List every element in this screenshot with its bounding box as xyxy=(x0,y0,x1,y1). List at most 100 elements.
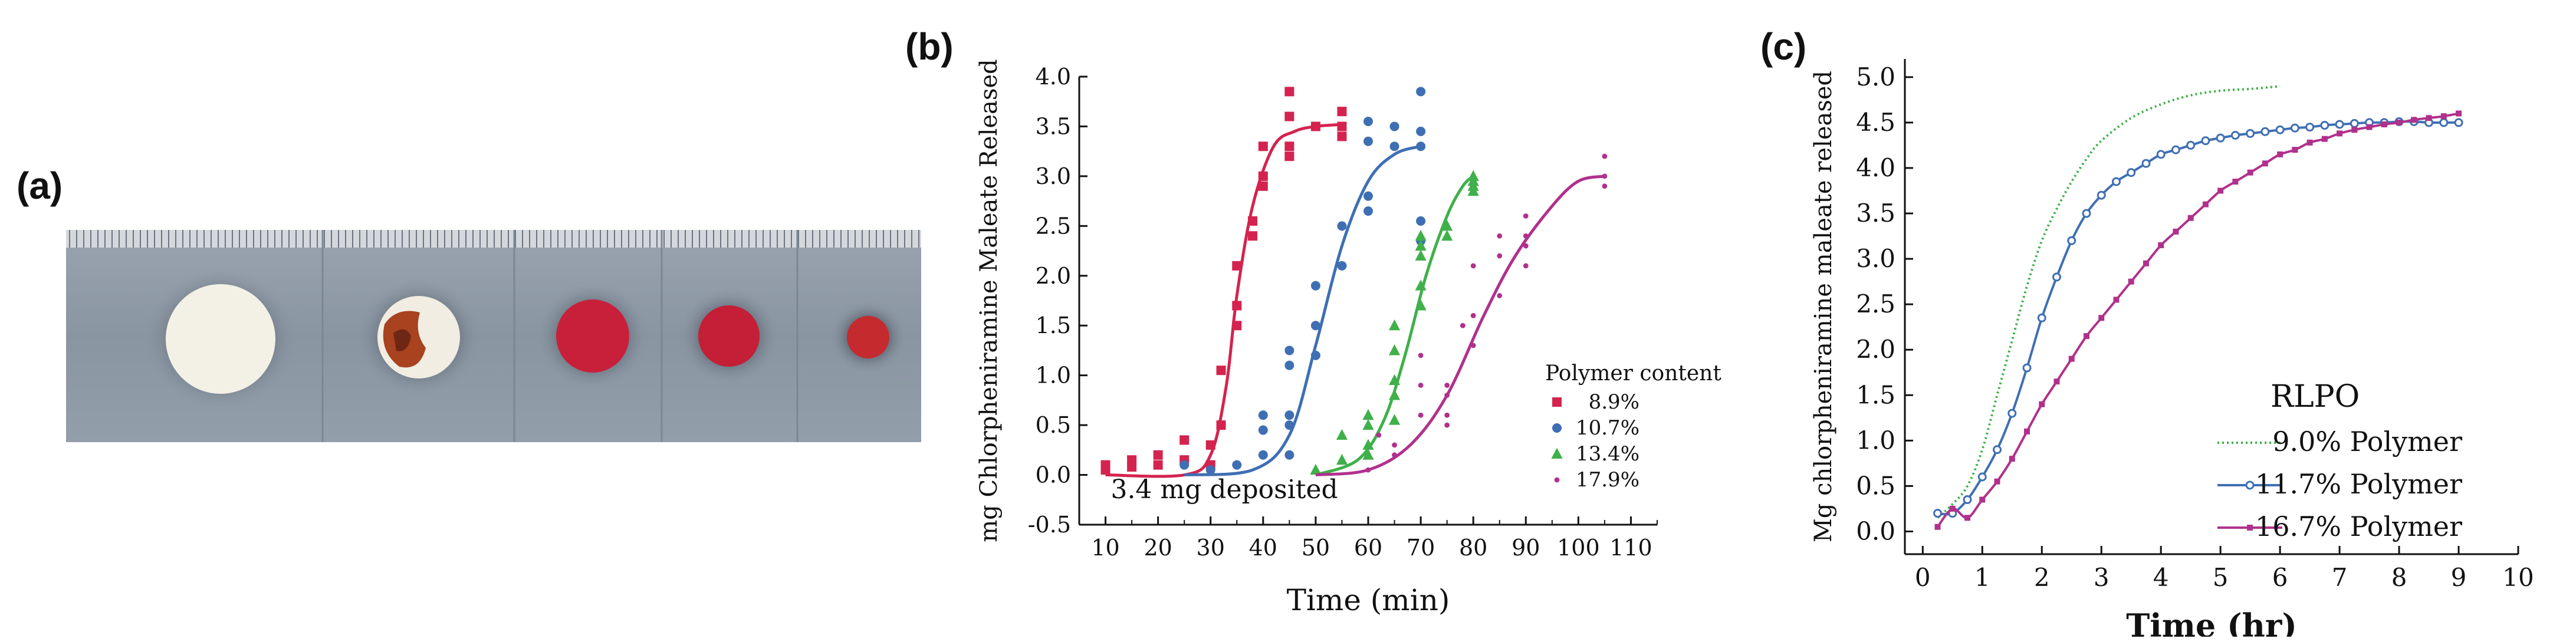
legend-title: Polymer content xyxy=(1545,361,1721,386)
data-point xyxy=(2366,124,2373,130)
data-point xyxy=(1467,175,1479,186)
y-tick-label: 2.0 xyxy=(1036,263,1071,289)
data-point xyxy=(1363,191,1373,201)
data-point xyxy=(1336,453,1348,465)
red-dot xyxy=(847,316,889,358)
photo-panel xyxy=(66,230,921,442)
data-point xyxy=(2022,363,2032,373)
data-point xyxy=(1284,360,1294,370)
panel-c-label: (c) xyxy=(1760,25,1807,68)
data-point xyxy=(1523,213,1529,219)
data-point xyxy=(1363,136,1373,146)
data-point xyxy=(1363,117,1373,126)
legend-marker xyxy=(2247,525,2253,531)
data-point xyxy=(2053,378,2060,385)
data-point xyxy=(1284,152,1294,162)
x-tick-label: 80 xyxy=(1459,535,1487,561)
data-point xyxy=(1418,353,1424,358)
y-tick-label: 4.0 xyxy=(1036,64,1071,90)
data-point xyxy=(2052,272,2061,282)
data-point xyxy=(2082,209,2091,218)
y-tick-label: 0.5 xyxy=(1856,471,1895,500)
legend-title: RLPO xyxy=(2271,379,2360,414)
data-point xyxy=(2262,160,2268,167)
annotation-deposited: 3.4 mg deposited xyxy=(1110,475,1338,505)
data-point xyxy=(1416,126,1426,136)
legend-label: 10.7% xyxy=(1576,416,1639,440)
data-point xyxy=(2232,179,2239,185)
data-point xyxy=(1284,345,1294,355)
data-point xyxy=(2351,127,2358,133)
series-10.7% xyxy=(1179,87,1426,477)
x-tick-label: 90 xyxy=(1512,535,1540,561)
data-point xyxy=(1389,121,1399,131)
chart-b: -0.5 0.0 0.5 1.0 1.5 2.0 2.5 3.0 3.5 4.0 10 20 30 40 5… xyxy=(975,59,1721,617)
data-point xyxy=(1310,350,1320,360)
y-tick-label: 0.5 xyxy=(1036,412,1071,438)
data-point xyxy=(1248,216,1257,226)
data-point xyxy=(1602,153,1608,159)
fit-curve xyxy=(1184,144,1421,477)
data-point xyxy=(1337,121,1347,131)
data-point xyxy=(1415,249,1427,261)
x-tick-label: 10 xyxy=(2502,563,2534,592)
data-point xyxy=(2128,278,2134,285)
data-point xyxy=(1444,393,1450,398)
series-line xyxy=(1937,85,2281,519)
y-tick-label: 4.0 xyxy=(1856,153,1895,182)
y-tick-label: 1.5 xyxy=(1856,380,1895,409)
x-tick-label: 100 xyxy=(1557,535,1600,561)
y-tick-label: 5.0 xyxy=(1856,62,1895,91)
y-tick-label: 2.0 xyxy=(1856,335,1895,364)
data-point xyxy=(1418,412,1424,418)
y-tick-label: 3.5 xyxy=(1036,113,1071,139)
x-tick-label: 70 xyxy=(1407,535,1435,561)
data-point xyxy=(1258,410,1268,420)
data-point xyxy=(1310,463,1322,475)
data-point xyxy=(2217,187,2224,194)
data-point xyxy=(1523,233,1529,239)
data-point xyxy=(1336,429,1348,440)
data-point xyxy=(1497,253,1503,259)
data-point xyxy=(2187,215,2194,221)
y-tick-label: 4.5 xyxy=(1856,108,1895,137)
x-tick-label: 10 xyxy=(1091,535,1119,561)
x-tick-label: 60 xyxy=(1354,535,1382,561)
data-point xyxy=(1392,442,1397,448)
data-point xyxy=(1441,219,1453,231)
data-point xyxy=(1552,397,1562,407)
series-17.9% xyxy=(1315,153,1608,477)
data-point xyxy=(1258,181,1268,191)
rust-stain xyxy=(393,329,411,351)
y-tick-label: 3.0 xyxy=(1856,244,1895,273)
data-point xyxy=(1310,321,1320,331)
x-tick-label: 6 xyxy=(2272,563,2288,592)
data-point xyxy=(2321,136,2328,142)
data-point xyxy=(1310,121,1320,131)
data-point xyxy=(1933,509,1943,518)
data-point xyxy=(1415,299,1427,311)
data-point xyxy=(2143,260,2149,266)
data-point xyxy=(1337,131,1347,141)
data-point xyxy=(2306,139,2313,146)
data-point xyxy=(2067,236,2076,245)
panel-b-label: (b) xyxy=(905,25,954,68)
data-point xyxy=(1523,263,1529,269)
data-point xyxy=(2039,401,2045,407)
chart-c: 0.0 0.5 1.0 1.5 2.0 2.5 3.0 3.5 4.0 4.5 5.0 0 1 2 3 4 5 6… xyxy=(1810,59,2534,637)
data-point xyxy=(1460,322,1466,328)
data-point xyxy=(2202,201,2209,208)
x-axis-label: Time (min) xyxy=(1287,583,1450,617)
series-13.4% xyxy=(1310,170,1479,476)
x-tick-label: 1 xyxy=(1974,563,1990,592)
data-point xyxy=(2171,145,2180,154)
data-point xyxy=(2292,147,2298,153)
data-point xyxy=(2230,130,2240,140)
data-point xyxy=(1232,321,1242,331)
data-point xyxy=(2335,120,2344,129)
data-point xyxy=(1216,366,1226,376)
x-tick-label: 5 xyxy=(2213,563,2229,592)
x-tick-label: 4 xyxy=(2153,563,2169,592)
data-point xyxy=(1418,383,1424,388)
data-point xyxy=(1416,216,1426,226)
